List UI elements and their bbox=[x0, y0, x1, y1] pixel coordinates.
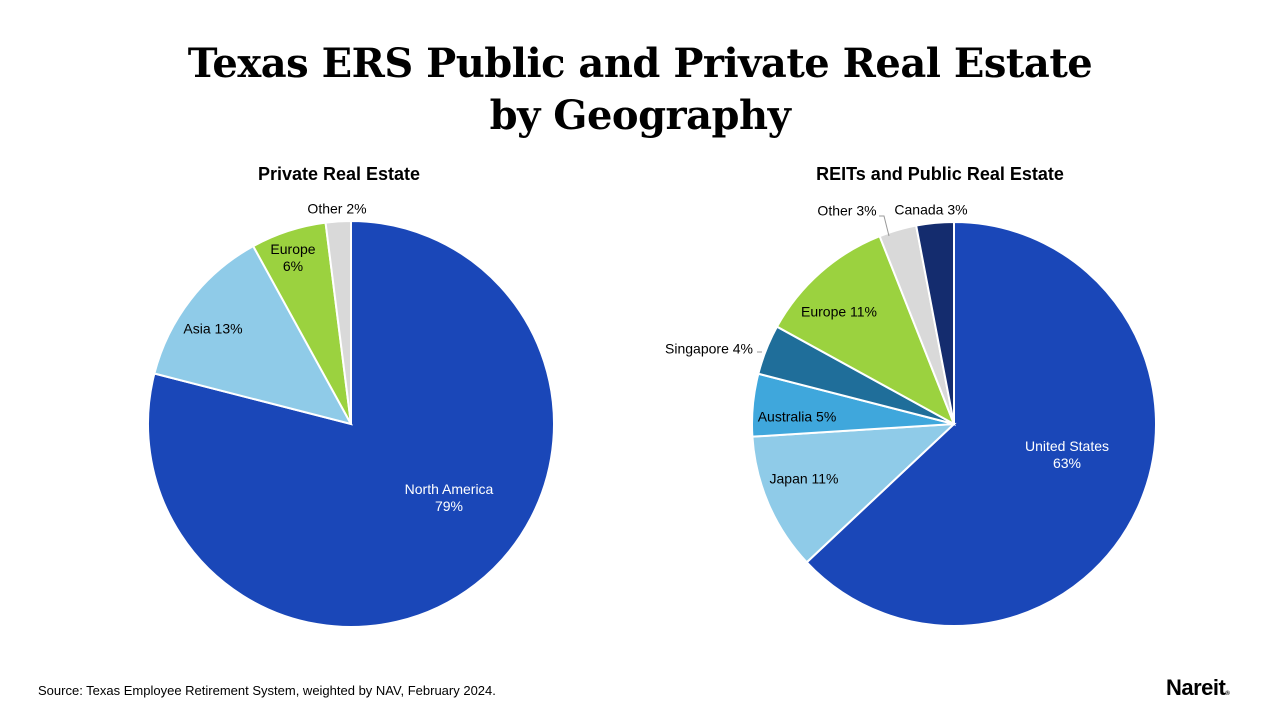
label-japan: Japan 11% bbox=[769, 470, 839, 487]
leader-lines bbox=[757, 215, 890, 353]
private-pie bbox=[147, 219, 555, 628]
label-europe-public: Europe 11% bbox=[800, 303, 878, 320]
leader-other bbox=[879, 215, 890, 237]
slice-other bbox=[324, 219, 352, 425]
nareit-logo: Nareit® bbox=[1166, 675, 1230, 700]
label-other: Other 2% bbox=[307, 200, 367, 217]
slice-canada bbox=[914, 220, 955, 425]
label-other-public: Other 3% bbox=[817, 202, 877, 219]
title-line-1: Texas ERS Public and Private Real Estate bbox=[187, 40, 1093, 87]
source-note: Source: Texas Employee Retirement System… bbox=[38, 683, 496, 698]
slice-japan bbox=[751, 422, 957, 564]
label-australia: Australia 5% bbox=[757, 408, 837, 425]
label-europe: Europe 6% bbox=[270, 241, 316, 274]
slice-asia bbox=[153, 244, 353, 426]
chart-title: Texas ERS Public and Private Real Estate… bbox=[0, 38, 1280, 142]
label-united-states: United States 63% bbox=[1024, 438, 1110, 471]
left-chart-title: Private Real Estate bbox=[257, 164, 421, 184]
public-pie bbox=[751, 220, 1157, 627]
slice-europe bbox=[775, 234, 956, 427]
label-asia: Asia 13% bbox=[183, 320, 243, 337]
label-north-america: North America 79% bbox=[404, 481, 494, 514]
slice-united-states bbox=[805, 220, 1157, 627]
title-line-2: by Geography bbox=[489, 92, 791, 139]
label-singapore: Singapore 4% bbox=[665, 340, 753, 357]
right-chart-title: REITs and Public Real Estate bbox=[816, 164, 1064, 184]
label-canada: Canada 3% bbox=[894, 201, 968, 218]
